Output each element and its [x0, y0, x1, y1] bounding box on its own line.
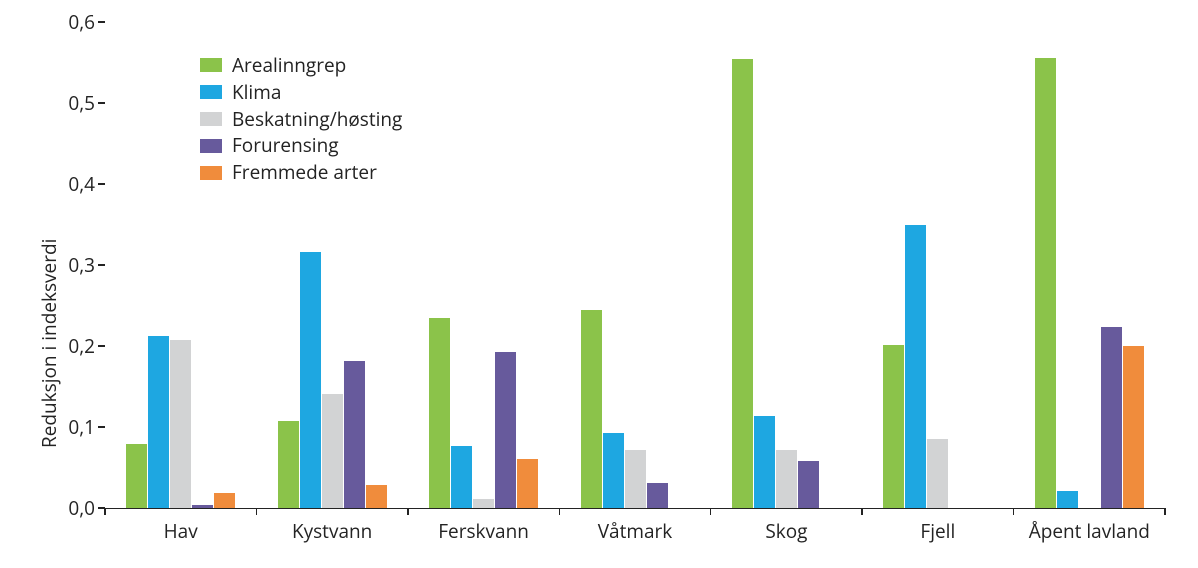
bar-fremmede — [214, 493, 235, 508]
x-category-label: Kystvann — [292, 508, 372, 544]
bar-forurensing — [647, 483, 668, 508]
legend-item-fremmede: Fremmede arter — [200, 161, 402, 184]
legend-item-klima: Klima — [200, 81, 402, 104]
x-tick-mark — [1013, 508, 1014, 515]
chart-container: Reduksjon i indeksverdi 0,00,10,20,30,40… — [0, 0, 1198, 568]
bar-klima — [148, 336, 169, 508]
legend: Arealinngrep Klima Beskatning/høsting Forur… — [200, 54, 402, 188]
bar-forurensing — [798, 461, 819, 508]
x-tick-mark — [256, 508, 257, 515]
x-tick-mark — [104, 508, 105, 515]
bar-klima — [451, 446, 472, 508]
bar-forurensing — [495, 352, 516, 508]
x-tick-mark — [559, 508, 560, 515]
legend-label: Klima — [232, 81, 281, 104]
bar-arealinngrep — [126, 444, 147, 508]
bar-beskatning — [473, 499, 494, 508]
bar-beskatning — [170, 340, 191, 508]
bar-forurensing — [1101, 327, 1122, 508]
bar-arealinngrep — [581, 310, 602, 508]
legend-item-arealinngrep: Arealinngrep — [200, 54, 402, 77]
bar-klima — [754, 416, 775, 508]
y-axis-label: Reduksjon i indeksverdi — [36, 239, 62, 448]
bar-fremmede — [366, 485, 387, 508]
x-category-label: Skog — [765, 508, 807, 544]
legend-label: Beskatning/høsting — [232, 108, 402, 131]
legend-swatch — [200, 139, 222, 153]
x-tick-mark — [1164, 508, 1165, 515]
bar-arealinngrep — [278, 421, 299, 508]
y-tick-mark — [98, 183, 105, 184]
bar-klima — [1057, 491, 1078, 508]
bar-klima — [300, 252, 321, 508]
legend-swatch — [200, 166, 222, 180]
bar-fremmede — [517, 459, 538, 508]
y-tick-mark — [98, 21, 105, 22]
bar-beskatning — [322, 394, 343, 508]
x-category-label: Ferskvann — [438, 508, 529, 544]
bar-klima — [905, 225, 926, 509]
x-category-label: Våtmark — [598, 508, 673, 544]
legend-label: Fremmede arter — [232, 161, 377, 184]
bar-arealinngrep — [883, 345, 904, 508]
legend-swatch — [200, 112, 222, 126]
x-category-label: Hav — [164, 508, 198, 544]
bar-klima — [603, 433, 624, 508]
bar-arealinngrep — [429, 318, 450, 508]
x-tick-mark — [861, 508, 862, 515]
bar-arealinngrep — [732, 59, 753, 508]
x-tick-mark — [710, 508, 711, 515]
y-tick-mark — [98, 426, 105, 427]
legend-item-beskatning: Beskatning/høsting — [200, 108, 402, 131]
bar-beskatning — [927, 439, 948, 508]
x-category-label: Åpent lavland — [1029, 508, 1150, 544]
x-tick-mark — [407, 508, 408, 515]
y-tick-mark — [98, 345, 105, 346]
y-tick-mark — [98, 102, 105, 103]
x-category-label: Fjell — [920, 508, 955, 544]
legend-label: Arealinngrep — [232, 54, 346, 77]
bar-beskatning — [776, 450, 797, 508]
legend-swatch — [200, 58, 222, 72]
bar-beskatning — [625, 450, 646, 508]
y-tick-mark — [98, 264, 105, 265]
bar-forurensing — [344, 361, 365, 508]
legend-item-forurensing: Forurensing — [200, 134, 402, 157]
legend-label: Forurensing — [232, 134, 339, 157]
bar-fremmede — [1123, 346, 1144, 508]
bar-arealinngrep — [1035, 58, 1056, 508]
legend-swatch — [200, 85, 222, 99]
